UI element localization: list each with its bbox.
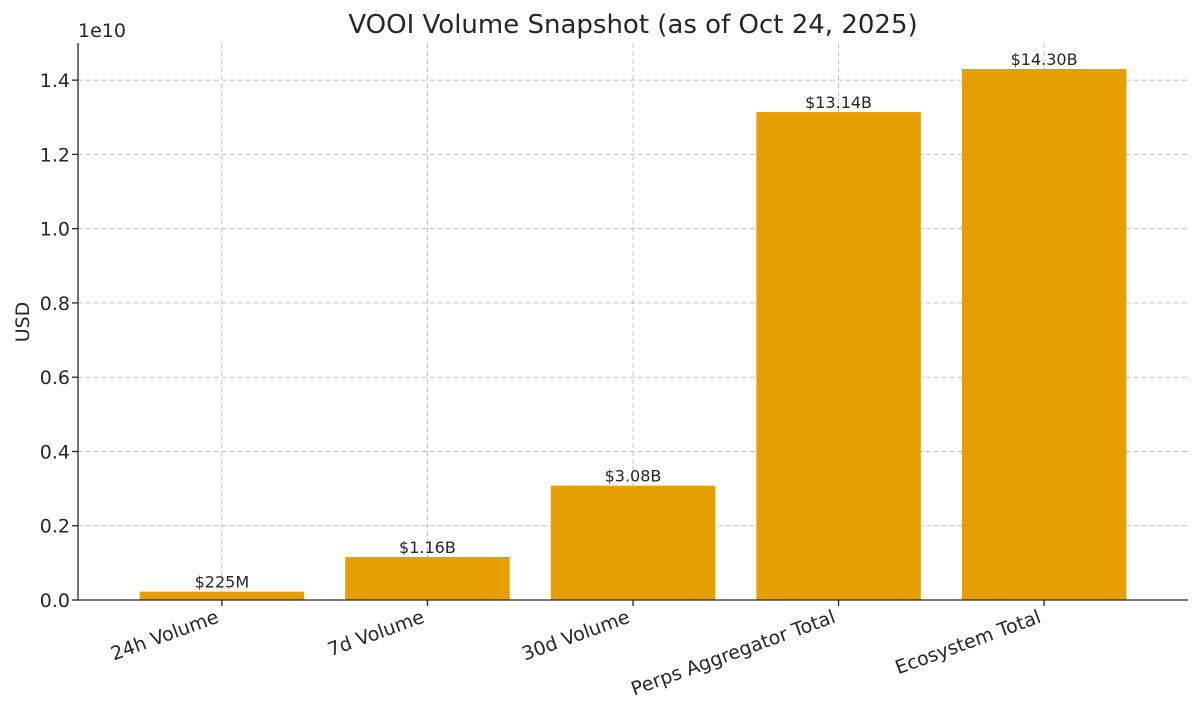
bar-data-label: $13.14B: [805, 93, 872, 112]
bar: [345, 556, 510, 600]
x-tick-label: Perps Aggregator Total: [628, 606, 838, 700]
y-axis-offset-label: 1e10: [78, 20, 126, 42]
bar: [550, 485, 716, 600]
y-tick-label: 0.8: [40, 293, 70, 315]
y-tick-label: 1.4: [40, 70, 70, 92]
bar: [756, 112, 921, 601]
y-tick-label: 1.2: [40, 144, 70, 166]
x-tick-label: 24h Volume: [108, 606, 222, 665]
bars-layer: [139, 68, 1127, 601]
chart-title: VOOI Volume Snapshot (as of Oct 24, 2025…: [348, 10, 917, 40]
y-tick-label: 0.4: [40, 441, 70, 463]
labels-layer: 0.0 0.2 0.4 0.6 0.8 1.0 1.2 1.4 $225M 24h Volume $…: [40, 50, 1078, 700]
bar-data-label: $3.08B: [605, 467, 662, 486]
bar-data-label: $225M: [195, 573, 250, 592]
bar: [139, 591, 305, 600]
y-tick-label: 0.6: [40, 367, 70, 389]
y-tick-label: 1.0: [40, 219, 70, 241]
bar-data-label: $1.16B: [399, 538, 456, 557]
x-tick-label: 7d Volume: [325, 606, 427, 661]
axes-layer: [72, 43, 1188, 606]
bar: [961, 68, 1127, 600]
x-tick-label: 30d Volume: [519, 606, 633, 665]
y-axis-label: USD: [12, 302, 34, 343]
y-tick-label: 0.0: [40, 590, 70, 612]
y-tick-label: 0.2: [40, 516, 70, 538]
bar-data-label: $14.30B: [1011, 50, 1078, 69]
x-tick-label: Ecosystem Total: [892, 606, 1043, 679]
